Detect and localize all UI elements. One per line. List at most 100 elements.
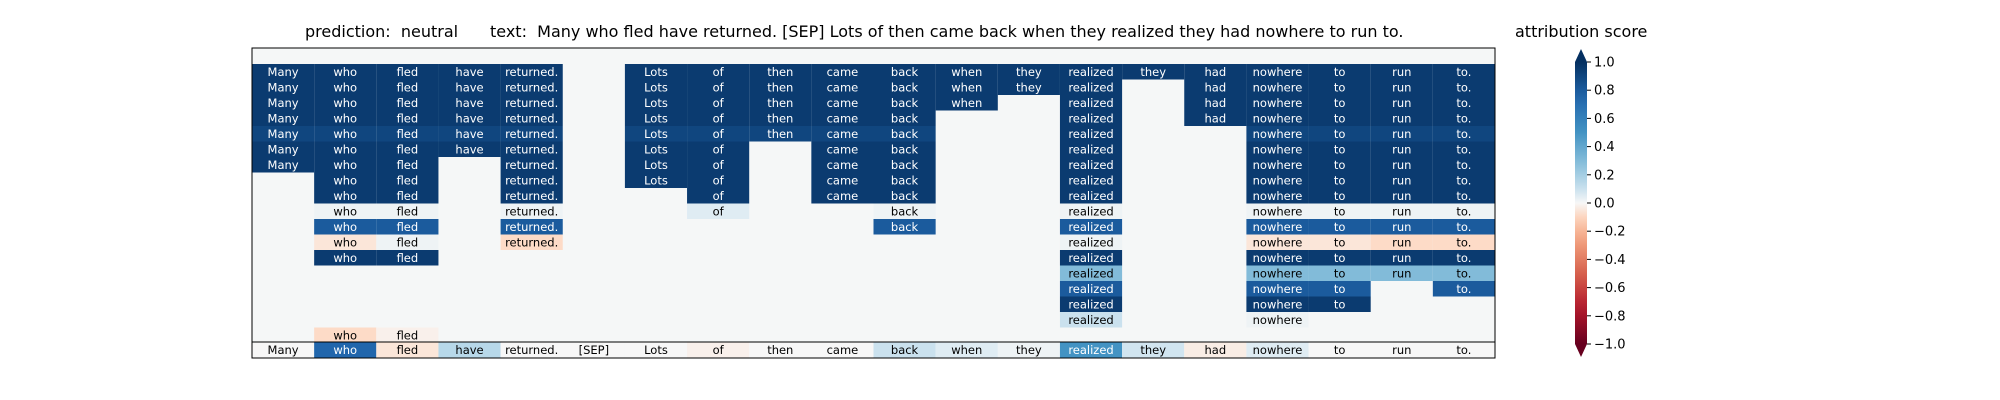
input-token-label: came <box>827 343 859 357</box>
cell-label: returned. <box>505 204 558 218</box>
cell-label: Lots <box>644 173 668 187</box>
cell-label: realized <box>1068 282 1113 296</box>
cell-label: had <box>1205 111 1227 125</box>
cell-label: had <box>1205 80 1227 94</box>
heatmap-cell <box>1308 281 1371 297</box>
cell-label: realized <box>1068 204 1113 218</box>
cell-label: fled <box>397 65 419 79</box>
heatmap-cell <box>1059 172 1123 188</box>
heatmap-cell <box>1246 172 1309 188</box>
cell-label: Many <box>268 111 299 125</box>
cell-label: Many <box>268 127 299 141</box>
heatmap-cell <box>1308 296 1371 312</box>
colorbar-tick-label: −0.4 <box>1594 253 1626 268</box>
heatmap-cell <box>811 157 874 173</box>
heatmap-cell <box>811 126 874 142</box>
heatmap-cell <box>624 126 688 142</box>
cell-label: fled <box>397 251 419 265</box>
heatmap-cell <box>749 79 812 95</box>
cell-label: nowhere <box>1253 282 1303 296</box>
heatmap-cell <box>1059 64 1123 80</box>
cell-label: to. <box>1456 80 1471 94</box>
input-token-cell <box>1246 342 1309 358</box>
cell-label: run <box>1392 220 1411 234</box>
heatmap-cell <box>935 95 998 111</box>
heatmap-cell <box>252 126 315 142</box>
heatmap-cell <box>314 110 377 126</box>
cell-label: came <box>827 173 859 187</box>
cell-label: nowhere <box>1253 65 1303 79</box>
heatmap-cell <box>1432 234 1495 250</box>
heatmap-cell <box>500 141 563 157</box>
cell-label: Many <box>268 80 299 94</box>
heatmap-cell <box>1432 110 1495 126</box>
cell-label: realized <box>1068 313 1113 327</box>
heatmap-cell <box>1246 312 1309 328</box>
cell-label: who <box>333 235 357 249</box>
heatmap-cell <box>1246 188 1309 204</box>
heatmap-cell <box>624 172 688 188</box>
heatmap-cell <box>314 250 377 266</box>
input-token-cell <box>997 342 1060 358</box>
cell-label: to <box>1334 173 1346 187</box>
cell-label: have <box>455 65 483 79</box>
cell-label: nowhere <box>1253 251 1303 265</box>
heatmap-cell <box>749 95 812 111</box>
cell-label: back <box>891 96 919 110</box>
heatmap-cell <box>500 126 563 142</box>
cell-label: to <box>1334 189 1346 203</box>
cell-label: to <box>1334 204 1346 218</box>
cell-label: came <box>827 65 859 79</box>
input-token-label: fled <box>397 343 419 357</box>
cell-label: of <box>713 204 725 218</box>
cell-label: realized <box>1068 111 1113 125</box>
heatmap-cell <box>1370 110 1433 126</box>
cell-label: back <box>891 204 919 218</box>
cell-label: back <box>891 111 919 125</box>
heatmap-cell <box>1370 64 1433 80</box>
cell-label: realized <box>1068 96 1113 110</box>
heatmap-cell <box>1059 126 1123 142</box>
heatmap-cell <box>935 64 998 80</box>
heatmap-cell <box>811 79 874 95</box>
heatmap-cell <box>252 64 315 80</box>
input-token-cell <box>1308 342 1371 358</box>
heatmap-cell <box>1308 265 1371 281</box>
heatmap-cell <box>1308 157 1371 173</box>
heatmap-cell <box>811 172 874 188</box>
cell-label: Many <box>268 158 299 172</box>
cell-label: fled <box>397 142 419 156</box>
cell-label: have <box>455 142 483 156</box>
cell-label: have <box>455 96 483 110</box>
cell-label: nowhere <box>1253 189 1303 203</box>
heatmap-cell <box>1059 296 1123 312</box>
heatmap-cell <box>1184 64 1247 80</box>
heatmap-cell <box>811 141 874 157</box>
plot-frame <box>251 47 1496 359</box>
input-token-label: they <box>1140 343 1166 357</box>
heatmap-cell <box>500 234 563 250</box>
heatmap-cell <box>1432 203 1495 219</box>
cell-label: fled <box>397 111 419 125</box>
heatmap-cell <box>1059 312 1123 328</box>
cell-label: back <box>891 189 919 203</box>
cell-label: to. <box>1456 96 1471 110</box>
cell-label: returned. <box>505 80 558 94</box>
heatmap-cell <box>438 64 501 80</box>
heatmap-cell <box>314 203 377 219</box>
heatmap-cell <box>873 219 936 235</box>
cell-label: then <box>767 111 793 125</box>
heatmap-cell <box>252 110 315 126</box>
heatmap-cell <box>1184 95 1247 111</box>
heatmap-cell <box>1059 157 1123 173</box>
heatmap-cell <box>1122 64 1185 80</box>
cell-label: back <box>891 80 919 94</box>
heatmap-cell <box>687 126 750 142</box>
heatmap-cell <box>1246 203 1309 219</box>
heatmap-cell <box>1308 95 1371 111</box>
cell-label: to. <box>1456 65 1471 79</box>
colorbar-tick-label: 0.8 <box>1594 84 1615 99</box>
cell-label: of <box>713 127 725 141</box>
input-token-label: of <box>713 343 725 357</box>
heatmap-cell <box>1246 296 1309 312</box>
